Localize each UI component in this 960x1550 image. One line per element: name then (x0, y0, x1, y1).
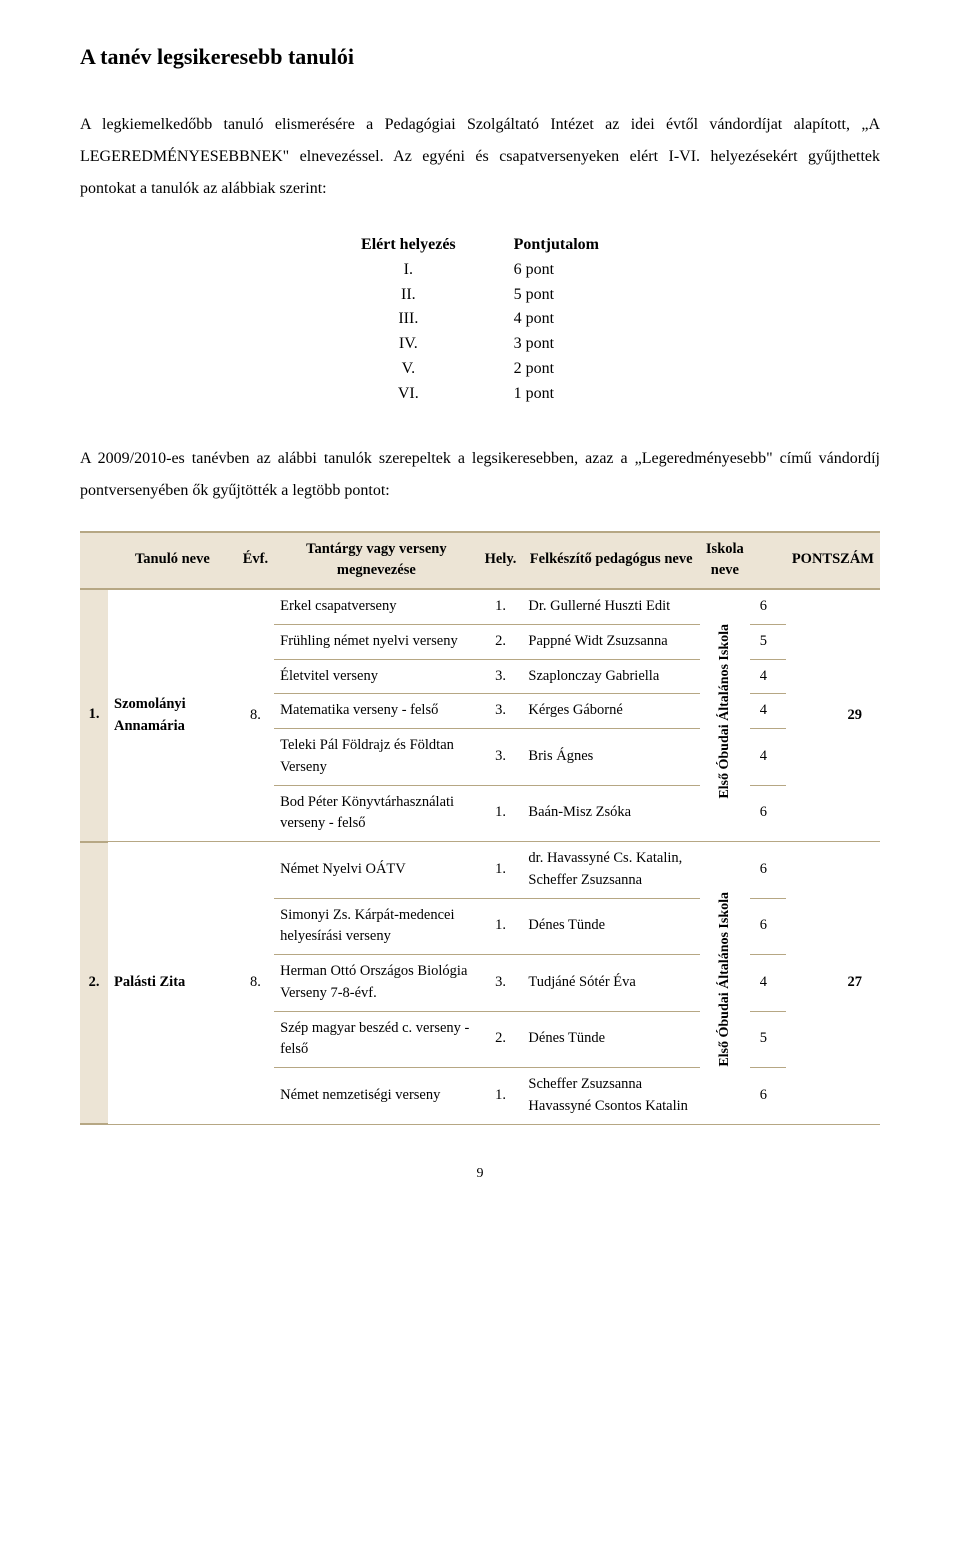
subject-cell: Erkel csapatverseny (274, 589, 478, 624)
intro-paragraph-1: A legkiemelkedőbb tanuló elismerésére a … (80, 109, 880, 205)
place-cell: 2. (479, 1011, 523, 1068)
place-cell: 1. (479, 589, 523, 624)
points-cell: 4 (750, 694, 786, 729)
school-cell: Első Óbudai Általános Iskola (700, 589, 750, 842)
points-cell: 5 (750, 624, 786, 659)
place-cell: 3. (479, 955, 523, 1012)
results-table: Tanuló neve Évf. Tantárgy vagy verseny m… (80, 531, 880, 1126)
col-header-pontszam: PONTSZÁM (786, 532, 880, 590)
col-header-idx (80, 532, 108, 590)
rank-cell: 1. (80, 589, 108, 842)
pont-rank: V. (343, 357, 496, 382)
school-cell: Első Óbudai Általános Iskola (700, 842, 750, 1125)
col-header-school: Iskola neve (700, 532, 750, 590)
place-cell: 3. (479, 659, 523, 694)
pont-head-right: Pontjutalom (496, 233, 617, 258)
table-row: 2. Palásti Zita 8. Német Nyelvi OÁTV 1. … (80, 842, 880, 899)
teacher-cell: Bris Ágnes (522, 729, 699, 786)
teacher-cell: Tudjáné Sótér Éva (522, 955, 699, 1012)
pont-rank: I. (343, 258, 496, 283)
col-header-place: Hely. (479, 532, 523, 590)
place-cell: 2. (479, 624, 523, 659)
col-header-pt (750, 532, 786, 590)
grade-cell: 8. (237, 589, 274, 842)
total-cell: 27 (786, 842, 880, 1125)
place-cell: 1. (479, 898, 523, 955)
subject-cell: Matematika verseny - felső (274, 694, 478, 729)
teacher-cell: Dr. Gullerné Huszti Edit (522, 589, 699, 624)
student-name-cell: Szomolányi Annamária (108, 589, 237, 842)
subject-cell: Simonyi Zs. Kárpát-medencei helyesírási … (274, 898, 478, 955)
rank-cell: 2. (80, 842, 108, 1125)
place-cell: 1. (479, 785, 523, 842)
col-header-teacher: Felkészítő pedagógus neve (522, 532, 699, 590)
subject-cell: Német Nyelvi OÁTV (274, 842, 478, 899)
pont-value: 5 pont (496, 283, 617, 308)
teacher-cell: Kérges Gáborné (522, 694, 699, 729)
pont-rank: II. (343, 283, 496, 308)
place-cell: 1. (479, 842, 523, 899)
school-name: Első Óbudai Általános Iskola (714, 616, 735, 807)
pont-rank: IV. (343, 332, 496, 357)
page-title: A tanév legsikeresebb tanulói (80, 40, 880, 73)
school-name: Első Óbudai Általános Iskola (714, 884, 735, 1075)
subject-cell: Szép magyar beszéd c. verseny - felső (274, 1011, 478, 1068)
points-cell: 4 (750, 659, 786, 694)
place-cell: 3. (479, 694, 523, 729)
teacher-cell: Dénes Tünde (522, 898, 699, 955)
subject-cell: Életvitel verseny (274, 659, 478, 694)
subject-cell: Herman Ottó Országos Biológia Verseny 7-… (274, 955, 478, 1012)
col-header-name: Tanuló neve (108, 532, 237, 590)
points-cell: 6 (750, 842, 786, 899)
place-cell: 3. (479, 729, 523, 786)
teacher-cell: Baán-Misz Zsóka (522, 785, 699, 842)
student-name-cell: Palásti Zita (108, 842, 237, 1125)
pont-head-left: Elért helyezés (343, 233, 496, 258)
points-cell: 4 (750, 955, 786, 1012)
subject-cell: Frühling német nyelvi verseny (274, 624, 478, 659)
pont-rank: VI. (343, 382, 496, 407)
pont-value: 3 pont (496, 332, 617, 357)
place-cell: 1. (479, 1068, 523, 1125)
subject-cell: Bod Péter Könyvtárhasználati verseny - f… (274, 785, 478, 842)
points-cell: 4 (750, 729, 786, 786)
points-cell: 5 (750, 1011, 786, 1068)
subject-cell: Német nemzetiségi verseny (274, 1068, 478, 1125)
points-cell: 6 (750, 898, 786, 955)
pont-value: 6 pont (496, 258, 617, 283)
page-number: 9 (80, 1163, 880, 1184)
pont-value: 2 pont (496, 357, 617, 382)
col-header-grade: Évf. (237, 532, 274, 590)
pont-rank: III. (343, 307, 496, 332)
teacher-cell: Pappné Widt Zsuzsanna (522, 624, 699, 659)
points-cell: 6 (750, 589, 786, 624)
total-cell: 29 (786, 589, 880, 842)
teacher-cell: Dénes Tünde (522, 1011, 699, 1068)
teacher-cell: dr. Havassyné Cs. Katalin, Scheffer Zsuz… (522, 842, 699, 899)
pont-value: 4 pont (496, 307, 617, 332)
points-cell: 6 (750, 785, 786, 842)
table-row: 1. Szomolányi Annamária 8. Erkel csapatv… (80, 589, 880, 624)
subject-cell: Teleki Pál Földrajz és Földtan Verseny (274, 729, 478, 786)
pont-value: 1 pont (496, 382, 617, 407)
grade-cell: 8. (237, 842, 274, 1125)
teacher-cell: Scheffer Zsuzsanna Havassyné Csontos Kat… (522, 1068, 699, 1125)
col-header-subject: Tantárgy vagy verseny megnevezése (274, 532, 478, 590)
teacher-cell: Szaplonczay Gabriella (522, 659, 699, 694)
intro-paragraph-2: A 2009/2010-es tanévben az alábbi tanuló… (80, 443, 880, 507)
points-cell: 6 (750, 1068, 786, 1125)
points-table: Elért helyezés Pontjutalom I.6 pont II.5… (343, 233, 617, 407)
